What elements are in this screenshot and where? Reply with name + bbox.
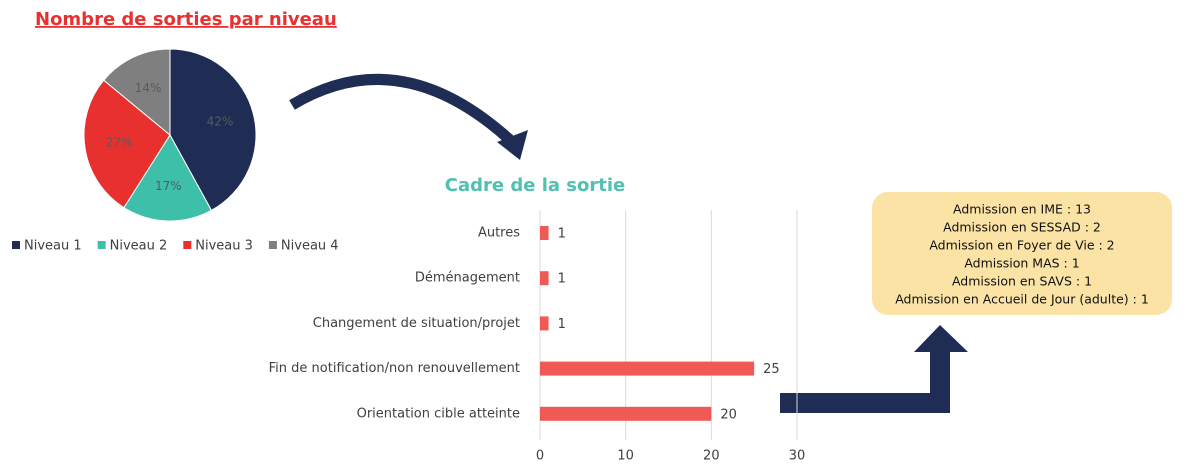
bar [540, 316, 549, 331]
pie-slice [123, 134, 213, 222]
legend-swatch [268, 241, 277, 249]
slice-label: 17% [155, 179, 182, 193]
y-tick-label: Déménagement [415, 271, 520, 286]
bar [540, 361, 755, 376]
bar-title: Cadre de la sortie [445, 175, 625, 196]
curved-arrow [289, 73, 514, 145]
pie-slice [169, 48, 257, 212]
value-label: 1 [558, 227, 566, 242]
slice-label: 27% [106, 136, 133, 150]
legend-swatch [97, 241, 106, 249]
y-tick-label: Changement de situation/projet [313, 316, 520, 331]
x-tick-label: 10 [617, 449, 634, 464]
slice-label: 42% [207, 115, 234, 129]
legend-label: Niveau 1 [24, 239, 82, 254]
note-line: Admission en Foyer de Vie : 2 [929, 238, 1114, 253]
y-tick-label: Autres [478, 226, 520, 241]
legend-label: Niveau 4 [281, 239, 339, 254]
elbow-arrow [780, 325, 968, 413]
legend-label: Niveau 3 [195, 239, 253, 254]
value-label: 1 [558, 272, 566, 287]
bar [540, 226, 549, 240]
y-tick-label: Orientation cible atteinte [357, 406, 520, 421]
note-line: Admission MAS : 1 [964, 256, 1079, 271]
pie-slice [83, 79, 171, 209]
value-label: 20 [720, 407, 737, 422]
note-line: Admission en Accueil de Jour (adulte) : … [895, 292, 1149, 307]
note-line: Admission en SAVS : 1 [952, 274, 1092, 289]
pie-title: Nombre de sorties par niveau [35, 9, 337, 30]
value-label: 1 [558, 317, 566, 332]
x-tick-label: 0 [536, 449, 544, 464]
legend-swatch [12, 241, 20, 249]
slice-label: 14% [135, 81, 162, 95]
x-tick-label: 20 [703, 449, 720, 464]
bar [540, 271, 549, 286]
note-line: Admission en IME : 13 [953, 202, 1091, 217]
curved-arrow-head [497, 130, 528, 160]
pie-slice [103, 48, 171, 137]
x-tick-label: 30 [789, 449, 806, 464]
note-box [872, 192, 1172, 315]
bar [540, 406, 712, 421]
legend-swatch [183, 241, 192, 249]
y-tick-label: Fin de notification/non renouvellement [269, 361, 520, 376]
value-label: 25 [763, 362, 780, 377]
note-line: Admission en SESSAD : 2 [943, 220, 1101, 235]
legend-label: Niveau 2 [110, 239, 168, 254]
